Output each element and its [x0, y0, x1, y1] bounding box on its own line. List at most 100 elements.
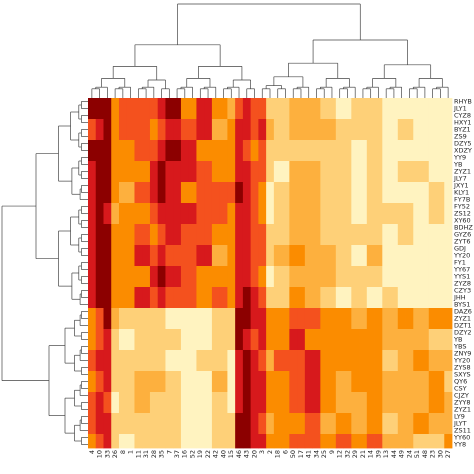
heatmap-cell — [289, 259, 298, 267]
heatmap-cell — [281, 217, 290, 225]
heatmap-cell — [366, 273, 375, 281]
heatmap-cell — [390, 168, 399, 176]
heatmap-cell — [366, 413, 375, 421]
heatmap-cell — [173, 133, 182, 141]
heatmap-cell — [134, 119, 143, 127]
heatmap-cell — [142, 189, 151, 197]
heatmap-cell — [390, 406, 399, 414]
heatmap-cell — [165, 322, 174, 330]
heatmap-cell — [118, 217, 128, 225]
heatmap-cell — [134, 182, 143, 190]
heatmap-cell — [428, 294, 437, 302]
heatmap-cell — [289, 315, 298, 323]
heatmap-cell — [126, 378, 135, 386]
heatmap-cell — [281, 280, 290, 288]
heatmap-cell — [88, 371, 97, 379]
heatmap-cell — [366, 329, 375, 337]
heatmap-cell — [118, 413, 128, 421]
heatmap-cell — [196, 182, 205, 190]
heatmap-cell — [421, 371, 430, 379]
heatmap-cell — [289, 280, 298, 288]
heatmap-cell — [436, 371, 445, 379]
heatmap-cell — [149, 434, 159, 442]
heatmap-cell — [428, 105, 437, 113]
heatmap-cell — [359, 217, 368, 225]
heatmap-cell — [103, 427, 112, 435]
heatmap-cell — [250, 434, 259, 442]
heatmap-cell — [180, 378, 190, 386]
heatmap-cell — [250, 350, 259, 358]
column-label: 27 — [444, 450, 452, 458]
heatmap-cell — [413, 119, 422, 127]
heatmap-cell — [343, 413, 352, 421]
column-label: 28 — [150, 450, 158, 458]
heatmap-cell — [173, 238, 182, 246]
heatmap-cell — [320, 378, 329, 386]
heatmap-cell — [428, 406, 437, 414]
heatmap-cell — [180, 287, 190, 295]
heatmap-cell — [428, 112, 437, 120]
heatmap-cell — [149, 154, 159, 162]
heatmap-cell — [266, 182, 275, 190]
heatmap-cell — [297, 224, 306, 232]
heatmap-cell — [180, 105, 190, 113]
heatmap-cell — [118, 301, 128, 309]
heatmap-cell — [242, 301, 252, 309]
heatmap-cell — [281, 273, 290, 281]
heatmap-cell — [421, 105, 430, 113]
heatmap-cell — [289, 329, 298, 337]
heatmap-cell — [289, 273, 298, 281]
heatmap-cell — [312, 112, 321, 120]
heatmap-cell — [366, 168, 375, 176]
heatmap-cell — [95, 350, 104, 358]
heatmap-cell — [281, 154, 290, 162]
heatmap-cell — [304, 245, 313, 253]
heatmap-cell — [366, 259, 375, 267]
heatmap-cell — [335, 203, 344, 211]
heatmap-cell — [397, 287, 406, 295]
heatmap-cell — [366, 322, 375, 330]
row-label: YY67 — [453, 266, 470, 274]
heatmap-cell — [126, 392, 135, 400]
heatmap-cell — [397, 273, 406, 281]
heatmap-cell — [273, 294, 283, 302]
heatmap-cell — [281, 231, 290, 239]
heatmap-cell — [118, 252, 128, 260]
heatmap-cell — [111, 280, 120, 288]
heatmap-cell — [359, 161, 368, 169]
heatmap-cell — [390, 126, 399, 134]
heatmap-cell — [180, 119, 190, 127]
heatmap-cell — [165, 196, 174, 204]
heatmap-cell — [95, 280, 104, 288]
heatmap-cell — [281, 168, 290, 176]
heatmap-cell — [219, 189, 228, 197]
heatmap-cell — [382, 252, 391, 260]
heatmap-cell — [428, 371, 437, 379]
heatmap-cell — [281, 210, 290, 218]
heatmap-cell — [204, 231, 213, 239]
heatmap-cell — [95, 189, 104, 197]
heatmap-cell — [444, 441, 453, 449]
heatmap-cell — [359, 301, 368, 309]
heatmap-cell — [328, 301, 337, 309]
heatmap-cell — [328, 168, 337, 176]
heatmap-cell — [142, 147, 151, 155]
heatmap-cell — [297, 399, 306, 407]
heatmap-cell — [351, 259, 360, 267]
heatmap-cell — [444, 105, 453, 113]
heatmap-cell — [227, 189, 236, 197]
heatmap-cell — [165, 364, 174, 372]
heatmap-cell — [304, 210, 313, 218]
heatmap-cell — [204, 336, 213, 344]
heatmap-cell — [266, 245, 275, 253]
heatmap-cell — [428, 147, 437, 155]
heatmap-cell — [134, 133, 143, 141]
heatmap-cell — [126, 441, 135, 449]
heatmap-cell — [196, 280, 205, 288]
heatmap-cell — [157, 420, 166, 428]
heatmap-cell — [397, 210, 406, 218]
heatmap-cell — [126, 210, 135, 218]
heatmap-cell — [149, 238, 159, 246]
heatmap-cell — [95, 196, 104, 204]
heatmap-cell — [126, 175, 135, 183]
